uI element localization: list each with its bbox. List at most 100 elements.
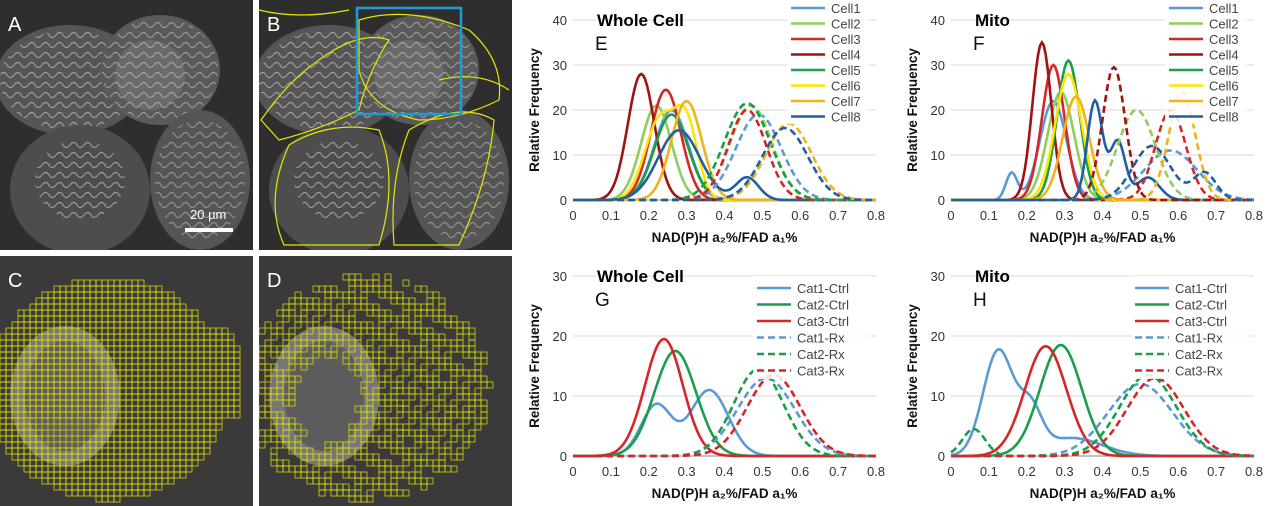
roi-grid-overlay: [0, 279, 241, 503]
x-tick-label: 0.5: [753, 464, 771, 479]
x-tick-label: 0.7: [1207, 208, 1225, 223]
series-line-cat3-rx: [573, 373, 877, 458]
x-tick-label: 0.2: [640, 464, 658, 479]
histogram-chart-e: 0 10 20 30 40 0 0.1 0.2 0.3 0.4 0.5 0.6 0.7 0.8 NAD(P)…: [527, 0, 885, 245]
y-tick-label: 20: [553, 103, 567, 118]
legend-label: Cat3-Rx: [1175, 364, 1223, 379]
roi-box: [355, 6, 463, 116]
series-line-cell8-rx: [951, 144, 1254, 202]
legend-label: Cat1-Rx: [1175, 331, 1223, 346]
x-tick-label: 0: [569, 208, 576, 223]
micrograph-d-image: [259, 256, 512, 506]
scale-bar-label: 20 µm: [190, 207, 227, 222]
y-tick-label: 30: [553, 58, 567, 73]
legend-label: Cell6: [1209, 79, 1239, 94]
roi-grid-overlay: [259, 273, 494, 503]
x-tick-label: 0.5: [1131, 464, 1149, 479]
legend-label: Cell7: [831, 94, 861, 109]
y-tick-label: 10: [553, 148, 567, 163]
x-tick-label: 0.5: [753, 208, 771, 223]
legend-label: Cat3-Rx: [797, 364, 845, 379]
legend-label: Cat3-Ctrl: [797, 314, 849, 329]
x-tick-label: 0.3: [678, 208, 696, 223]
x-tick-label: 0.2: [1018, 464, 1036, 479]
legend-label: Cell4: [831, 48, 861, 63]
cell-outlines: [259, 9, 510, 246]
x-tick-label: 0: [947, 208, 954, 223]
y-tick-label: 20: [931, 329, 945, 344]
series-line-cat2-rx: [950, 373, 1254, 458]
y-tick-label: 40: [931, 13, 945, 28]
legend-label: Cell7: [1209, 94, 1239, 109]
y-tick-label: 0: [938, 449, 945, 464]
y-tick-label: 20: [931, 103, 945, 118]
micrograph-panel-c: C: [0, 256, 253, 506]
x-tick-label: 0.8: [1245, 464, 1263, 479]
histogram-chart-g: 0 10 20 30 0 0.1 0.2 0.3 0.4 0.5 0.6 0.7 0.8 NAD(P)H …: [527, 267, 885, 501]
x-tick-label: 0.1: [980, 208, 998, 223]
y-tick-label: 0: [560, 449, 567, 464]
legend-label: Cell1: [1209, 1, 1239, 16]
y-tick-label: 10: [553, 389, 567, 404]
y-tick-label: 0: [560, 193, 567, 208]
legend-label: Cell3: [1209, 32, 1239, 47]
legend-label: Cell5: [831, 63, 861, 78]
legend-label: Cell2: [1209, 17, 1239, 32]
x-tick-label: 0.7: [829, 208, 847, 223]
x-tick-label: 0.1: [980, 464, 998, 479]
y-tick-label: 40: [553, 13, 567, 28]
panel-label-e: E: [595, 34, 608, 55]
x-tick-label: 0.5: [1131, 208, 1149, 223]
legend-label: Cat3-Ctrl: [1175, 314, 1227, 329]
panel-label-c: C: [8, 270, 23, 292]
micrograph-c-image: [0, 256, 253, 506]
micrograph-b-image: [259, 0, 512, 250]
micrograph-a-image: [0, 0, 253, 250]
panel-label-h: H: [973, 290, 987, 311]
y-axis-label: Relative Frequency: [905, 48, 920, 172]
chart-title: Whole Cell: [597, 267, 684, 286]
x-tick-label: 0.8: [1245, 208, 1263, 223]
panel-label-b: B: [267, 14, 281, 36]
x-tick-label: 0.2: [1018, 208, 1036, 223]
legend-label: Cell3: [831, 32, 861, 47]
x-tick-label: 0.4: [1093, 464, 1111, 479]
legend-label: Cat1-Rx: [797, 331, 845, 346]
x-tick-label: 0.6: [1169, 208, 1187, 223]
x-tick-label: 0.8: [867, 464, 885, 479]
series-line-cat1-rx: [573, 376, 877, 458]
histogram-chart-f: 0 10 20 30 40 0 0.1 0.2 0.3 0.4 0.5 0.6 0.7 0.8 NAD(P)…: [905, 0, 1263, 245]
y-tick-label: 30: [553, 269, 567, 284]
micrograph-panel-d: D: [259, 256, 512, 506]
x-tick-label: 0.4: [715, 464, 733, 479]
legend-label: Cell4: [1209, 48, 1239, 63]
panel-label-g: G: [595, 290, 610, 311]
panel-label-f: F: [973, 34, 985, 55]
x-tick-label: 0.3: [1056, 464, 1074, 479]
legend-label: Cat1-Ctrl: [797, 281, 849, 296]
legend-label: Cat1-Ctrl: [1175, 281, 1227, 296]
panel-label-d: D: [267, 270, 282, 292]
x-tick-label: 0.6: [791, 464, 809, 479]
scale-bar: [185, 228, 233, 232]
chart-title: Whole Cell: [597, 11, 684, 30]
x-tick-label: 0: [947, 464, 954, 479]
histogram-chart-h: 0 10 20 30 0 0.1 0.2 0.3 0.4 0.5 0.6 0.7 0.8 NAD(P)H …: [905, 267, 1263, 501]
x-tick-label: 0.3: [1056, 208, 1074, 223]
x-axis-label: NAD(P)H a₂%/FAD a₁%: [1030, 230, 1176, 245]
micrograph-panel-a: A 20 µm: [0, 0, 253, 250]
series-line-cat3-ctrl: [573, 337, 876, 458]
legend-label: Cat2-Ctrl: [797, 298, 849, 313]
x-tick-label: 0.2: [640, 208, 658, 223]
micrograph-panel-b: B: [259, 0, 512, 250]
x-axis-label: NAD(P)H a₂%/FAD a₁%: [652, 486, 798, 501]
x-tick-label: 0.7: [1207, 464, 1225, 479]
x-tick-label: 0.6: [1169, 464, 1187, 479]
x-tick-label: 0.6: [791, 208, 809, 223]
y-axis-label: Relative Frequency: [527, 304, 542, 428]
x-tick-label: 0: [569, 464, 576, 479]
